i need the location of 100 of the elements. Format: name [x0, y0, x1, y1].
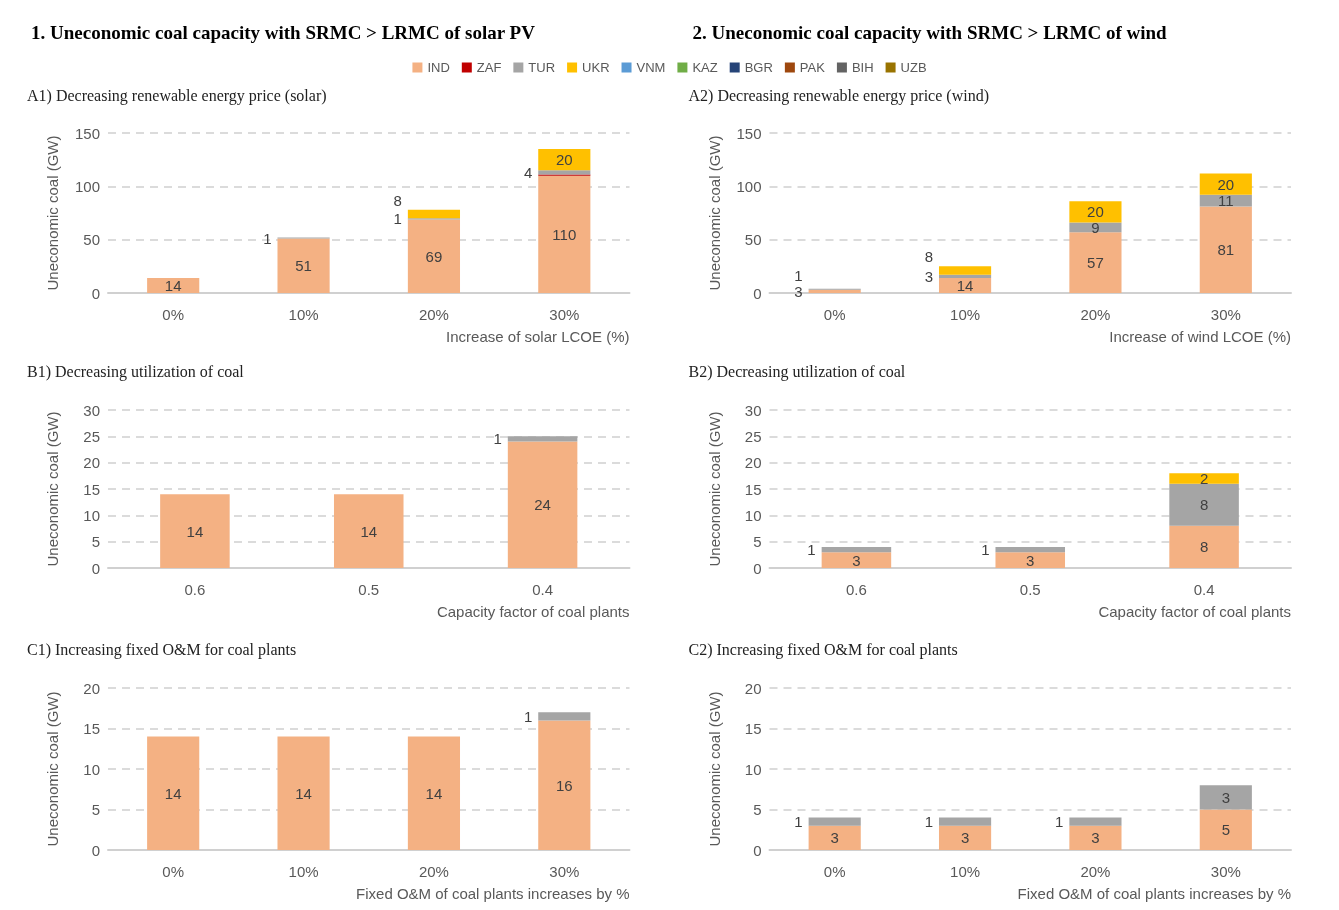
data-label: 3 [830, 829, 839, 847]
data-label: 3 [794, 282, 803, 300]
y-tick-label: 0 [753, 841, 762, 859]
y-tick-label: 20 [744, 679, 762, 697]
x-tick-label: 0% [823, 306, 846, 323]
y-tick-label: 0 [753, 559, 762, 577]
chart-title: 1. Uneconomic coal capacity with SRMC > LRMC of solar PV [31, 22, 536, 43]
chart-title: C1) Increasing fixed O&M for coal plants [27, 640, 297, 659]
data-label: 1 [523, 707, 533, 725]
data-label: 3 [1091, 829, 1100, 847]
y-axis-title: Uneconomic coal (GW) [705, 691, 723, 847]
data-label: 8 [1199, 538, 1209, 556]
data-label: 9 [1091, 218, 1100, 236]
data-label: 2 [1199, 469, 1209, 487]
data-label: 20 [1217, 175, 1235, 193]
x-axis-title: Increase of solar LCOE (%) [446, 328, 630, 345]
x-tick-label: 10% [288, 306, 319, 323]
legend-label: TUR [528, 60, 556, 75]
y-tick-label: 0 [91, 841, 100, 859]
y-tick-label: 15 [83, 720, 100, 737]
x-axis-title: Capacity factor of coal plants [1098, 603, 1291, 620]
x-axis-title: Capacity factor of coal plants [436, 603, 630, 620]
data-label: 3 [924, 267, 933, 285]
data-label: 24 [534, 496, 551, 514]
data-label: 8 [1199, 496, 1209, 514]
legend-label: BGR [744, 60, 773, 75]
y-tick-label: 50 [744, 231, 762, 249]
x-tick-label: 30% [1210, 306, 1241, 323]
data-label: 51 [295, 257, 312, 275]
data-label: 1 [493, 430, 502, 448]
y-tick-label: 30 [83, 401, 100, 419]
data-label: 1 [924, 813, 933, 831]
y-axis-title: Uneconomic coal (GW) [705, 135, 723, 291]
x-axis-title: Fixed O&M of coal plants increases by % [356, 885, 630, 902]
y-tick-label: 0 [753, 284, 762, 302]
data-label: 14 [956, 277, 974, 295]
data-label: 3 [1221, 788, 1230, 806]
y-tick-label: 15 [744, 480, 762, 498]
y-tick-label: 150 [736, 124, 762, 142]
y-tick-label: 20 [83, 454, 100, 472]
legend-label: BIH [851, 60, 874, 75]
y-tick-label: 25 [744, 427, 762, 445]
x-tick-label: 30% [549, 306, 580, 323]
y-tick-label: 10 [83, 760, 100, 778]
x-axis-title: Fixed O&M of coal plants increases by % [1017, 885, 1291, 902]
legend-label: ZAF [476, 60, 502, 75]
x-tick-label: 0.4 [532, 581, 554, 598]
data-label: 4 [523, 163, 533, 181]
data-label: 14 [164, 784, 182, 802]
x-tick-label: 10% [950, 863, 981, 880]
x-tick-label: 10% [288, 863, 319, 880]
legend-label: PAK [799, 60, 826, 75]
y-tick-label: 20 [744, 454, 762, 472]
x-tick-label: 30% [1210, 863, 1241, 880]
chart-title: C2) Increasing fixed O&M for coal plants [688, 640, 958, 659]
y-axis-title: Uneconomic coal (GW) [705, 411, 723, 567]
x-tick-label: 0% [162, 306, 185, 323]
x-axis-title: Increase of wind LCOE (%) [1109, 328, 1291, 345]
y-tick-label: 10 [744, 760, 762, 778]
chart-title: B2) Decreasing utilization of coal [688, 362, 906, 381]
y-tick-label: 30 [744, 401, 762, 419]
legend-label: IND [427, 60, 450, 75]
data-label: 11 [1218, 192, 1234, 210]
y-tick-label: 0 [91, 284, 100, 302]
data-label: 1 [794, 266, 803, 284]
x-tick-label: 20% [418, 306, 449, 323]
data-label: 1 [807, 541, 816, 559]
y-tick-label: 20 [83, 679, 100, 697]
y-tick-label: 10 [744, 506, 762, 524]
x-tick-label: 20% [418, 863, 449, 880]
x-tick-label: 0.6 [184, 581, 206, 598]
data-label: 14 [186, 522, 204, 540]
chart-title: B1) Decreasing utilization of coal [27, 362, 245, 381]
data-label: 14 [295, 784, 312, 802]
data-label: 1 [1055, 813, 1064, 831]
x-tick-label: 0.4 [1193, 581, 1215, 598]
data-label: 1 [794, 813, 803, 831]
data-label: 3 [1026, 551, 1035, 569]
x-tick-label: 20% [1080, 306, 1111, 323]
legend-label: UZB [900, 60, 927, 75]
data-label: 20 [1087, 203, 1104, 221]
y-tick-label: 5 [753, 533, 762, 551]
data-label: 1 [263, 229, 272, 247]
y-tick-label: 25 [83, 427, 100, 445]
data-label: 3 [960, 829, 970, 847]
data-label: 3 [852, 551, 861, 569]
y-tick-label: 15 [744, 720, 762, 737]
x-tick-label: 0.5 [1019, 581, 1041, 598]
y-tick-label: 15 [83, 480, 100, 498]
data-label: 5 [1221, 821, 1230, 839]
data-label: 14 [164, 277, 182, 295]
legend-label: KAZ [692, 60, 718, 75]
data-label: 14 [425, 784, 443, 802]
data-label: 1 [393, 210, 402, 228]
y-axis-title: Uneconomic coal (GW) [44, 135, 61, 291]
y-tick-label: 50 [83, 231, 100, 249]
x-tick-label: 30% [549, 863, 580, 880]
y-tick-label: 5 [91, 801, 100, 818]
data-label: 1 [981, 541, 990, 559]
y-tick-label: 100 [736, 177, 762, 195]
